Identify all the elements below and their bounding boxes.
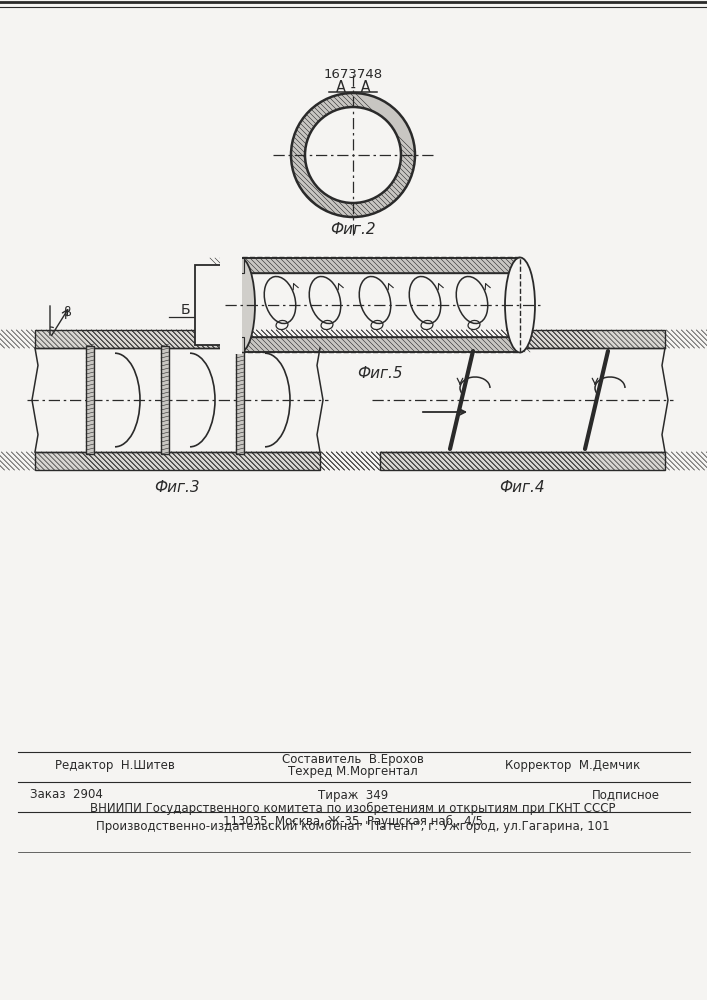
Bar — [35, 348, 320, 452]
Circle shape — [291, 93, 415, 217]
Bar — [240, 337, 520, 352]
Text: A - A: A - A — [336, 81, 370, 96]
Bar — [234, 258, 244, 273]
Bar — [86, 346, 94, 454]
Ellipse shape — [505, 257, 535, 353]
Text: Техред М.Моргентал: Техред М.Моргентал — [288, 766, 418, 778]
Text: Корректор  М.Демчик: Корректор М.Демчик — [505, 760, 640, 772]
Text: Производственно-издательский комбинат "Патент", г. Ужгород, ул.Гагарина, 101: Производственно-издательский комбинат "П… — [96, 819, 610, 833]
Bar — [161, 346, 169, 454]
Text: Б - Б: Б - Б — [180, 303, 214, 317]
Circle shape — [305, 107, 401, 203]
Bar — [240, 273, 520, 337]
Text: Фиг.4: Фиг.4 — [499, 481, 545, 495]
Text: Подписное: Подписное — [592, 788, 660, 802]
Text: β: β — [64, 306, 72, 319]
Text: Фиг.2: Фиг.2 — [330, 223, 376, 237]
Text: Тираж  349: Тираж 349 — [318, 788, 388, 802]
Bar — [195, 265, 240, 345]
Text: Составитель  В.Ерохов: Составитель В.Ерохов — [282, 754, 424, 766]
Text: ВНИИПИ Государственного комитета по изобретениям и открытиям при ГКНТ СССР: ВНИИПИ Государственного комитета по изоб… — [90, 801, 616, 815]
Text: 1673748: 1673748 — [323, 68, 382, 82]
Ellipse shape — [225, 257, 255, 353]
Text: Редактор  Н.Шитев: Редактор Н.Шитев — [55, 760, 175, 772]
Bar — [35, 452, 320, 470]
Text: Фиг.3: Фиг.3 — [154, 481, 200, 495]
Bar — [240, 258, 520, 273]
Bar — [240, 257, 520, 352]
Bar — [380, 330, 665, 348]
Text: 113035, Москва, Ж-35, Раушская наб., 4/5: 113035, Москва, Ж-35, Раушская наб., 4/5 — [223, 814, 483, 828]
Bar — [236, 346, 244, 454]
Bar — [234, 337, 244, 352]
Bar — [380, 452, 665, 470]
Bar — [380, 348, 665, 452]
Bar — [35, 330, 320, 348]
Text: Фиг.5: Фиг.5 — [357, 366, 403, 381]
Text: Заказ  2904: Заказ 2904 — [30, 788, 103, 802]
Bar — [220, 255, 242, 354]
